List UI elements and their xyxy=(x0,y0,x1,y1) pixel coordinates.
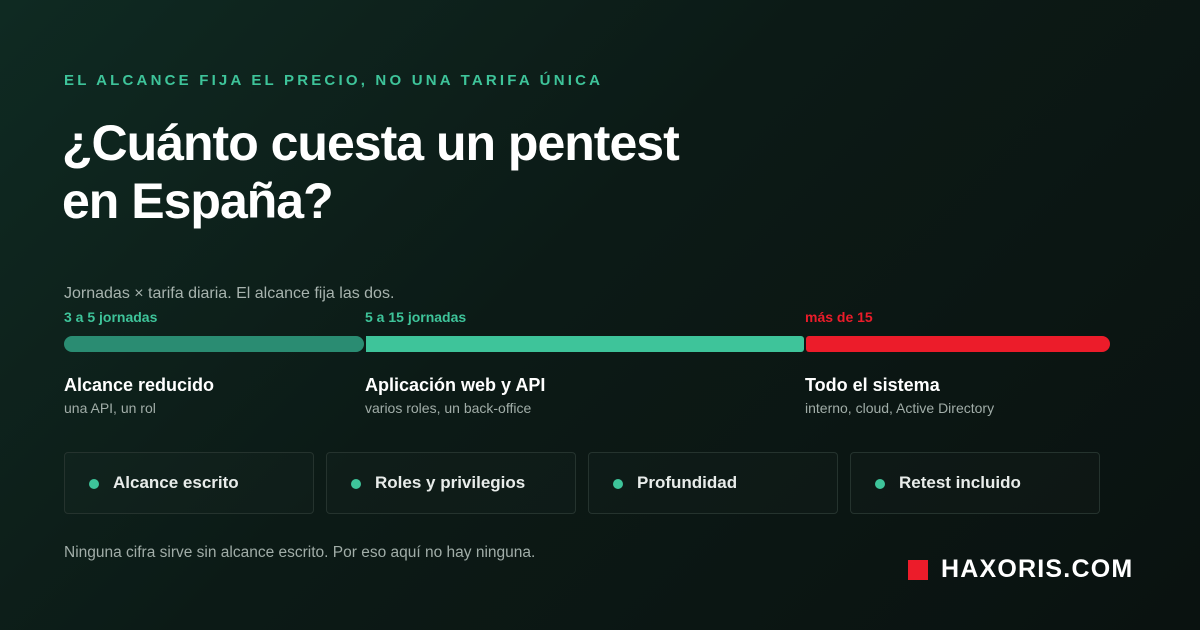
segment-title-full-system: Todo el sistema xyxy=(805,375,940,395)
bullet-dot-icon xyxy=(875,479,885,489)
factor-label: Profundidad xyxy=(637,473,738,492)
bullet-dot-icon xyxy=(351,479,361,489)
factor-card: Roles y privilegios xyxy=(326,452,576,514)
page-title: ¿Cuánto cuesta un pentest en España? xyxy=(62,114,822,230)
factor-label: Alcance escrito xyxy=(113,473,239,492)
page-title-line-2: en España? xyxy=(62,173,334,229)
scale-bar-reduced xyxy=(64,336,364,352)
brand-name: HAXORIS.COM xyxy=(941,555,1134,583)
bullet-dot-icon xyxy=(613,479,623,489)
scale-bar-web-api xyxy=(366,336,804,352)
segment-range-full-system: más de 15 xyxy=(805,309,873,325)
bullet-dot-icon xyxy=(89,479,99,489)
scale-bar-full-system xyxy=(806,336,1110,352)
factor-label: Roles y privilegios xyxy=(375,473,526,492)
segment-range-reduced: 3 a 5 jornadas xyxy=(64,309,158,325)
footnote: Ninguna cifra sirve sin alcance escrito.… xyxy=(64,544,536,561)
factor-label: Retest incluido xyxy=(899,473,1021,492)
factor-card: Retest incluido xyxy=(850,452,1100,514)
factor-card: Alcance escrito xyxy=(64,452,314,514)
factor-card: Profundidad xyxy=(588,452,838,514)
segment-range-web-api: 5 a 15 jornadas xyxy=(365,309,467,325)
segment-title-reduced: Alcance reducido xyxy=(64,375,215,395)
pricing-formula: Jornadas × tarifa diaria. El alcance fij… xyxy=(64,285,395,302)
brand-square-icon xyxy=(908,560,928,580)
eyebrow-text: EL ALCANCE FIJA EL PRECIO, NO UNA TARIFA… xyxy=(64,72,604,89)
segment-subtitle-reduced: una API, un rol xyxy=(64,400,156,416)
segment-subtitle-web-api: varios roles, un back-office xyxy=(365,400,532,416)
page-title-line-1: ¿Cuánto cuesta un pentest xyxy=(62,115,680,171)
segment-title-web-api: Aplicación web y API xyxy=(365,375,546,395)
segment-subtitle-full-system: interno, cloud, Active Directory xyxy=(805,400,995,416)
